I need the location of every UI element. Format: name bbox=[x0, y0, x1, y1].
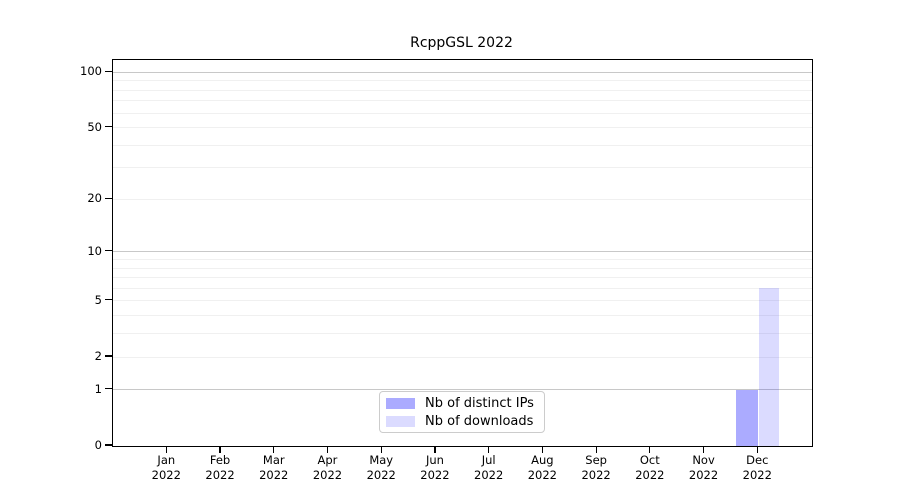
gridline-minor bbox=[113, 198, 812, 200]
x-tick-year: 2022 bbox=[205, 468, 235, 482]
y-tick-mark bbox=[105, 125, 112, 128]
x-tick-month: Oct bbox=[639, 453, 660, 467]
gridline-minor bbox=[113, 287, 812, 289]
y-tick-mark bbox=[105, 299, 112, 301]
x-tick-month: May bbox=[369, 453, 394, 467]
x-tick-mark bbox=[488, 446, 490, 453]
x-tick-label-aug: Aug 2022 bbox=[515, 453, 569, 483]
y-tick-label: 0 bbox=[94, 438, 102, 452]
gridline-minor bbox=[113, 89, 812, 91]
x-tick-year: 2022 bbox=[259, 468, 289, 482]
legend-swatch-downloads bbox=[386, 415, 415, 427]
plot-area bbox=[112, 59, 813, 447]
y-tick-label: 1 bbox=[94, 381, 102, 396]
gridline-major bbox=[113, 389, 812, 391]
gridline-minor bbox=[113, 277, 812, 279]
x-tick-label-feb: Feb 2022 bbox=[193, 453, 247, 483]
y-tick-mark bbox=[105, 444, 112, 446]
gridline-minor bbox=[113, 356, 812, 358]
gridline-minor bbox=[113, 267, 812, 269]
x-tick-month: Feb bbox=[209, 453, 231, 467]
gridline-minor bbox=[113, 167, 812, 169]
gridline-minor bbox=[113, 127, 812, 129]
x-tick-month: Nov bbox=[692, 453, 715, 467]
gridline-major bbox=[113, 251, 812, 253]
legend-swatch-distinct-ips bbox=[386, 397, 415, 409]
x-tick-year: 2022 bbox=[527, 468, 558, 482]
y-tick-mark bbox=[105, 355, 112, 357]
legend-entry-distinct-ips: Nb of distinct IPs bbox=[386, 396, 536, 411]
x-tick-label-jun: Jun 2022 bbox=[408, 453, 462, 483]
x-tick-year: 2022 bbox=[366, 468, 396, 482]
y-tick-label: 100 bbox=[80, 64, 102, 79]
x-tick-month: Mar bbox=[262, 453, 285, 467]
bar-distinct-ips-dec bbox=[736, 389, 759, 446]
x-tick-year: 2022 bbox=[635, 468, 665, 482]
x-tick-mark bbox=[649, 446, 651, 453]
x-tick-mark bbox=[165, 446, 167, 453]
x-tick-mark bbox=[326, 446, 329, 453]
x-tick-year: 2022 bbox=[688, 468, 719, 482]
y-tick-mark bbox=[105, 250, 112, 252]
legend: Nb of distinct IPs Nb of downloads bbox=[379, 391, 545, 433]
x-tick-mark bbox=[756, 446, 758, 453]
x-tick-mark bbox=[380, 446, 382, 453]
x-tick-month: Jul bbox=[481, 453, 496, 467]
bar-downloads-dec bbox=[759, 288, 780, 446]
gridline-major bbox=[113, 71, 812, 73]
x-tick-month: Sep bbox=[585, 453, 607, 467]
x-tick-year: 2022 bbox=[151, 468, 181, 482]
gridline-minor bbox=[113, 333, 812, 335]
gridline-minor bbox=[113, 258, 812, 260]
gridline-minor bbox=[113, 100, 812, 102]
legend-label-distinct-ips: Nb of distinct IPs bbox=[425, 395, 534, 411]
y-tick-label: 2 bbox=[94, 349, 102, 363]
x-tick-mark bbox=[595, 446, 597, 453]
y-tick-mark bbox=[105, 70, 112, 72]
x-tick-mark bbox=[702, 446, 705, 453]
x-tick-year: 2022 bbox=[420, 468, 450, 482]
legend-label-downloads: Nb of downloads bbox=[425, 413, 534, 429]
x-tick-label-jan: Jan 2022 bbox=[139, 453, 193, 483]
chart-title: RcppGSL 2022 bbox=[410, 35, 513, 51]
y-tick-label: 50 bbox=[87, 119, 102, 134]
gridline-minor bbox=[113, 80, 812, 82]
y-tick-label: 5 bbox=[94, 292, 102, 307]
gridline-minor bbox=[113, 144, 812, 146]
x-tick-label-jul: Jul 2022 bbox=[462, 453, 516, 483]
gridline-minor bbox=[113, 112, 812, 114]
legend-entry-downloads: Nb of downloads bbox=[386, 414, 536, 429]
x-tick-label-apr: Apr 2022 bbox=[300, 453, 354, 483]
x-tick-year: 2022 bbox=[474, 468, 504, 482]
x-tick-mark bbox=[219, 446, 221, 453]
x-tick-label-oct: Oct 2022 bbox=[623, 453, 677, 483]
x-tick-label-sep: Sep 2022 bbox=[569, 453, 623, 483]
y-tick-label: 20 bbox=[87, 191, 102, 206]
x-tick-month: Dec bbox=[746, 453, 769, 467]
x-tick-label-may: May 2022 bbox=[354, 453, 408, 483]
x-tick-year: 2022 bbox=[312, 468, 343, 482]
gridline-minor bbox=[113, 315, 812, 317]
x-tick-month: Jun bbox=[425, 453, 444, 467]
x-tick-mark bbox=[434, 446, 436, 453]
gridline-minor bbox=[113, 300, 812, 302]
x-tick-mark bbox=[541, 446, 543, 453]
x-tick-month: Aug bbox=[531, 453, 554, 467]
y-tick-mark bbox=[105, 388, 112, 390]
x-tick-year: 2022 bbox=[581, 468, 611, 482]
x-tick-month: Jan bbox=[157, 453, 176, 467]
x-tick-mark bbox=[273, 446, 275, 453]
x-tick-label-mar: Mar 2022 bbox=[247, 453, 301, 483]
x-tick-label-dec: Dec 2022 bbox=[730, 453, 784, 483]
y-tick-mark bbox=[105, 197, 112, 199]
x-tick-year: 2022 bbox=[742, 468, 772, 482]
y-tick-label: 10 bbox=[87, 243, 102, 258]
x-tick-label-nov: Nov 2022 bbox=[677, 453, 731, 483]
x-tick-month: Apr bbox=[317, 453, 338, 467]
